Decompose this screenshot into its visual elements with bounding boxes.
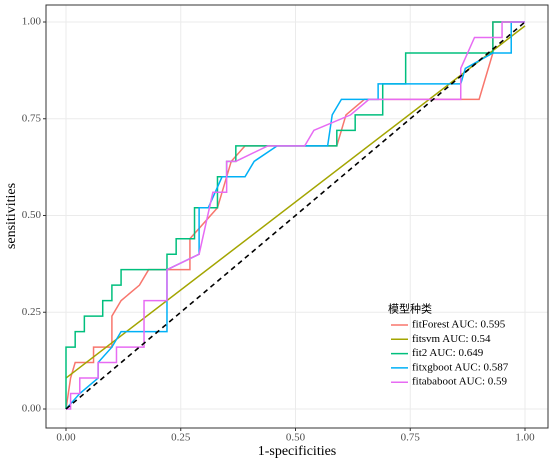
legend-label: fitxgboot AUC: 0.587 [412, 361, 509, 373]
grid: 0.00 0.25 0.50 0.75 1.00 0.00 0.25 0.50 0.75 1.00 [22, 5, 548, 444]
reference-diagonal [65, 21, 526, 410]
roc-line [65, 21, 525, 409]
y-tick-label: 0.00 [22, 403, 42, 415]
legend-label: fitsvm AUC: 0.54 [412, 333, 491, 345]
plot-area [65, 21, 526, 410]
x-tick-label: 0.75 [401, 432, 421, 444]
roc-line [66, 21, 525, 410]
roc-line [65, 21, 525, 410]
x-tick-label: 0.50 [286, 432, 306, 444]
y-axis-title: sensitivities [4, 183, 19, 249]
y-tick-label: 0.75 [22, 112, 42, 124]
legend-label: fit2 AUC: 0.649 [412, 347, 484, 359]
legend-label: fitForest AUC: 0.595 [412, 319, 506, 331]
panel-border [45, 4, 549, 429]
y-tick-label: 0.25 [22, 306, 42, 318]
x-tick-label: 0.00 [56, 432, 76, 444]
legend-label: fitababoot AUC: 0.59 [412, 376, 508, 388]
y-tick-label: 1.00 [22, 16, 42, 28]
y-tick-label: 0.50 [22, 209, 42, 221]
legend-title: 模型种类 [388, 302, 432, 316]
legend: 模型种类 fitForest AUC: 0.595 fitsvm AUC: 0.5… [388, 302, 509, 388]
x-tick-label: 0.25 [171, 432, 191, 444]
x-axis-title: 1-specificities [258, 444, 337, 459]
x-tick-label: 1.00 [515, 432, 535, 444]
